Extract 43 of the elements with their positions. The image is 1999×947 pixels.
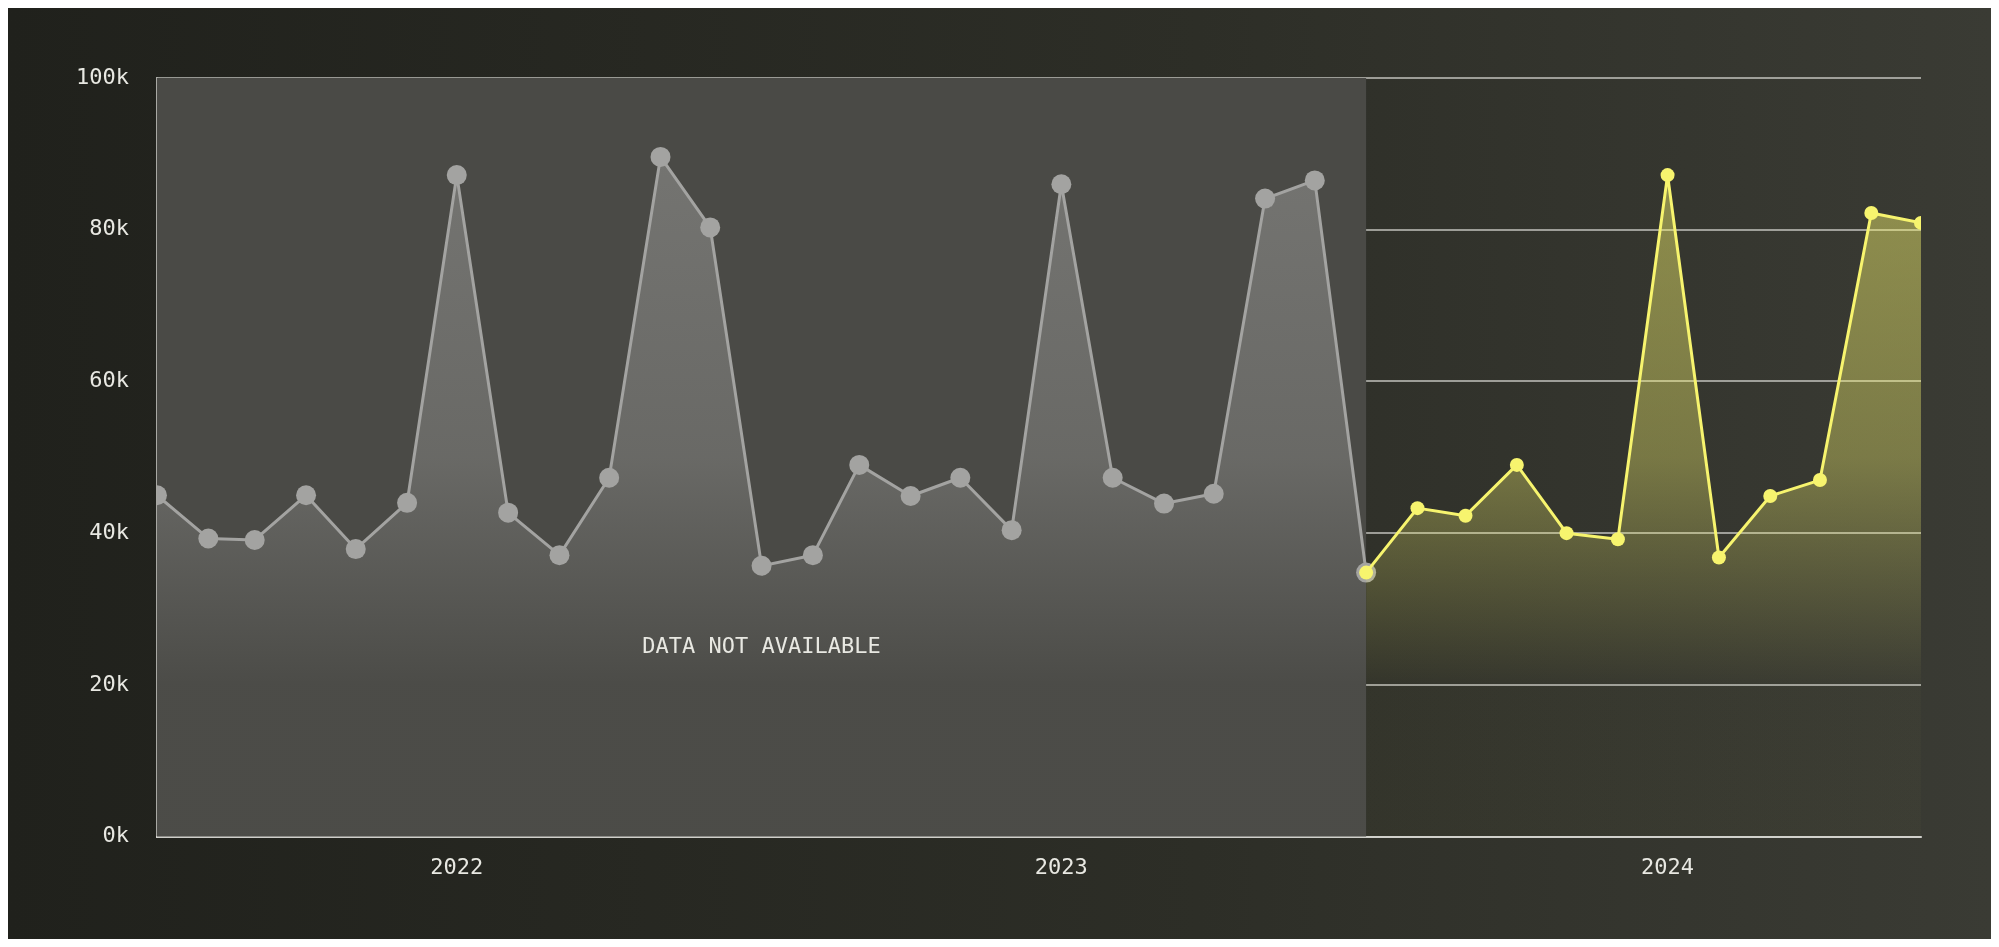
point — [1610, 532, 1625, 547]
point — [1001, 520, 1022, 541]
point — [950, 467, 971, 488]
y-tick-label: 80k — [89, 215, 129, 241]
point — [1051, 174, 1072, 195]
point — [498, 502, 519, 523]
point — [1304, 170, 1325, 191]
point — [1812, 473, 1827, 488]
y-tick-label: 100k — [76, 63, 129, 89]
point — [1509, 457, 1524, 472]
point — [1559, 526, 1574, 541]
point — [1711, 550, 1726, 565]
y-tick-label: 0k — [102, 822, 129, 848]
x-tick-label: 2022 — [430, 853, 484, 879]
point — [900, 485, 921, 506]
point — [1203, 483, 1224, 504]
point — [244, 529, 265, 550]
point — [1763, 488, 1778, 503]
point — [1102, 467, 1123, 488]
point — [397, 492, 418, 513]
point — [599, 467, 620, 488]
point — [1410, 501, 1425, 516]
point — [1660, 168, 1675, 183]
point — [198, 528, 219, 549]
point — [849, 454, 870, 475]
point — [1154, 493, 1175, 514]
point — [700, 217, 721, 238]
point — [345, 539, 366, 560]
point — [296, 485, 317, 506]
point — [549, 545, 570, 566]
point — [802, 545, 823, 566]
point — [1864, 206, 1879, 221]
x-tick-label: 2023 — [1034, 853, 1088, 879]
point — [751, 555, 772, 576]
point — [1255, 188, 1276, 209]
band-label: DATA NOT AVAILABLE — [642, 632, 881, 658]
y-tick-label: 20k — [89, 670, 129, 696]
y-tick-label: 40k — [89, 518, 129, 544]
point — [1458, 508, 1473, 523]
point — [446, 165, 467, 186]
point — [650, 146, 671, 167]
x-tick-label: 2024 — [1641, 853, 1695, 879]
y-tick-label: 60k — [89, 367, 129, 393]
